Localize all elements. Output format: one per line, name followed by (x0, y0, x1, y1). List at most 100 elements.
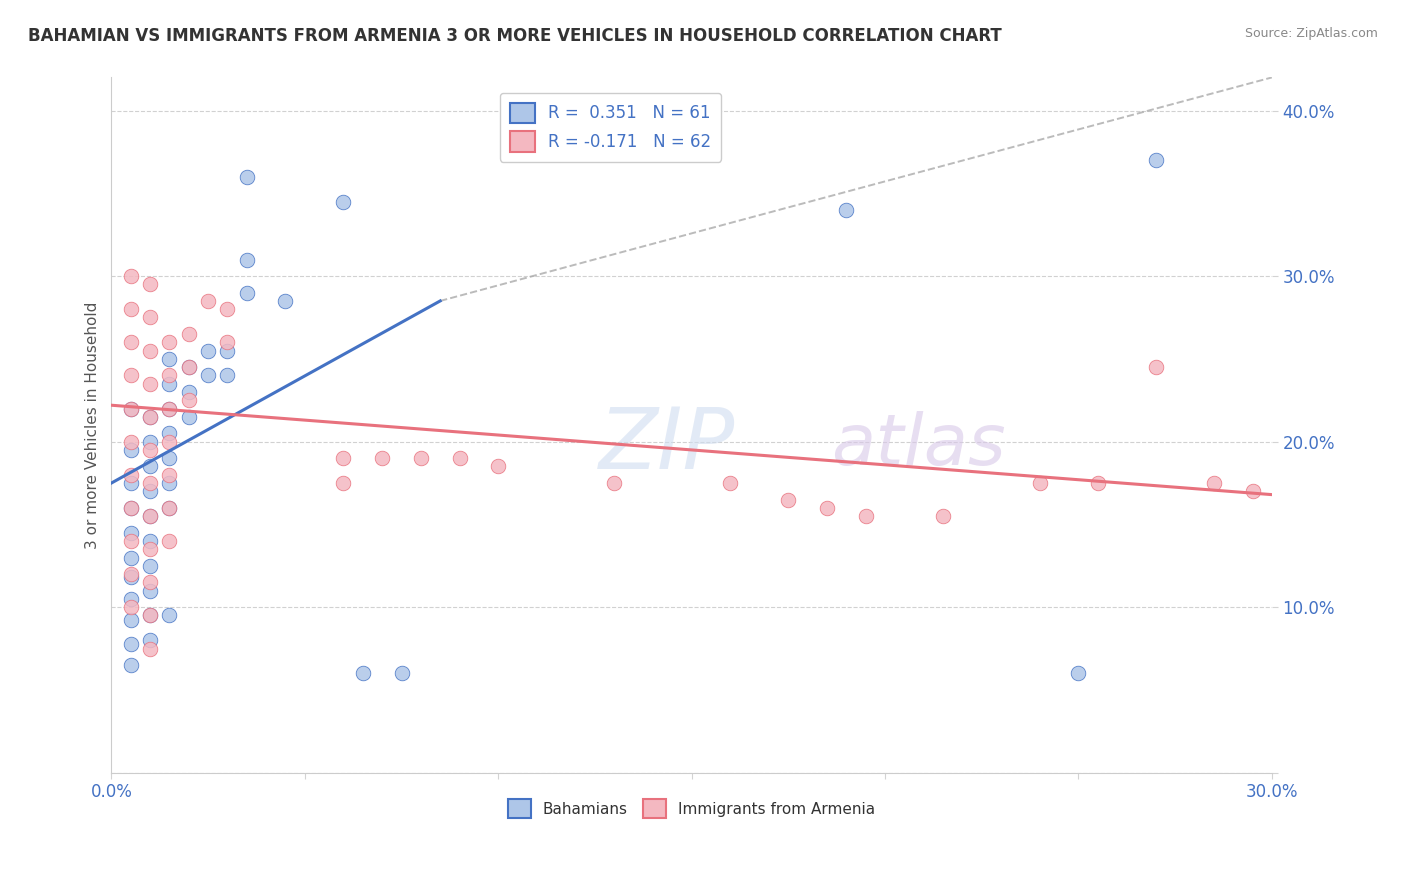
Point (197, 343, 219, 358)
Point (139, 409, 162, 424)
Point (120, 368, 142, 383)
Point (177, 393, 200, 408)
Point (139, 409, 162, 424)
Point (159, 434, 181, 449)
Point (139, 583, 162, 598)
Point (120, 550, 142, 565)
Point (120, 434, 142, 449)
Point (236, 252, 259, 267)
Point (371, 451, 394, 466)
Point (120, 637, 142, 651)
Point (139, 509, 162, 524)
Point (332, 476, 354, 491)
Point (139, 343, 162, 358)
Point (120, 614, 142, 628)
Point (159, 500, 181, 515)
Point (159, 426, 181, 441)
Point (409, 451, 432, 466)
Point (718, 476, 741, 491)
Point (120, 467, 142, 482)
Point (159, 608, 181, 623)
Point (139, 633, 162, 648)
Point (855, 509, 877, 524)
Point (159, 476, 181, 491)
Point (120, 600, 142, 615)
Point (352, 666, 374, 681)
Point (139, 542, 162, 557)
Text: ZIP: ZIP (599, 404, 735, 487)
Point (139, 533, 162, 548)
Point (835, 202, 858, 217)
Point (236, 285, 259, 300)
Point (486, 459, 509, 474)
Point (120, 525, 142, 540)
Point (1067, 666, 1090, 681)
Point (1202, 476, 1225, 491)
Point (139, 459, 162, 474)
Point (139, 558, 162, 573)
Point (159, 376, 181, 391)
Point (139, 442, 162, 457)
Text: BAHAMIAN VS IMMIGRANTS FROM ARMENIA 3 OR MORE VEHICLES IN HOUSEHOLD CORRELATION : BAHAMIAN VS IMMIGRANTS FROM ARMENIA 3 OR… (28, 27, 1002, 45)
Point (236, 169, 259, 184)
Point (120, 335, 142, 350)
Point (274, 293, 297, 308)
Point (177, 326, 200, 341)
Point (449, 451, 471, 466)
Point (139, 608, 162, 623)
Text: atlas: atlas (831, 411, 1005, 481)
Point (217, 368, 239, 383)
Text: Source: ZipAtlas.com: Source: ZipAtlas.com (1244, 27, 1378, 40)
Point (177, 360, 200, 375)
Point (139, 608, 162, 623)
Point (177, 409, 200, 424)
Point (120, 500, 142, 515)
Point (139, 575, 162, 590)
Point (120, 476, 142, 491)
Point (1144, 153, 1167, 168)
Point (139, 509, 162, 524)
Point (778, 492, 800, 507)
Point (120, 442, 142, 457)
Point (815, 500, 838, 515)
Point (159, 335, 181, 350)
Point (139, 434, 162, 449)
Point (139, 641, 162, 656)
Point (139, 310, 162, 325)
Point (120, 658, 142, 673)
Point (391, 666, 413, 681)
Point (1087, 476, 1109, 491)
Point (177, 360, 200, 375)
Legend: Bahamians, Immigrants from Armenia: Bahamians, Immigrants from Armenia (502, 793, 882, 824)
Point (120, 533, 142, 548)
Point (159, 500, 181, 515)
Point (197, 368, 219, 383)
Y-axis label: 3 or more Vehicles in Household: 3 or more Vehicles in Household (86, 301, 100, 549)
Point (139, 277, 162, 292)
Point (159, 401, 181, 416)
Point (120, 302, 142, 317)
Point (159, 467, 181, 482)
Point (159, 401, 181, 416)
Point (159, 533, 181, 548)
Point (120, 567, 142, 582)
Point (217, 302, 239, 317)
Point (1029, 476, 1052, 491)
Point (120, 500, 142, 515)
Point (120, 570, 142, 584)
Point (1241, 484, 1264, 499)
Point (217, 335, 239, 350)
Point (120, 401, 142, 416)
Point (120, 401, 142, 416)
Point (932, 509, 955, 524)
Point (1144, 360, 1167, 375)
Point (332, 194, 354, 209)
Point (159, 451, 181, 466)
Point (159, 368, 181, 383)
Point (139, 484, 162, 499)
Point (159, 351, 181, 366)
Point (177, 384, 200, 399)
Point (217, 343, 239, 358)
Point (139, 476, 162, 491)
Point (120, 269, 142, 284)
